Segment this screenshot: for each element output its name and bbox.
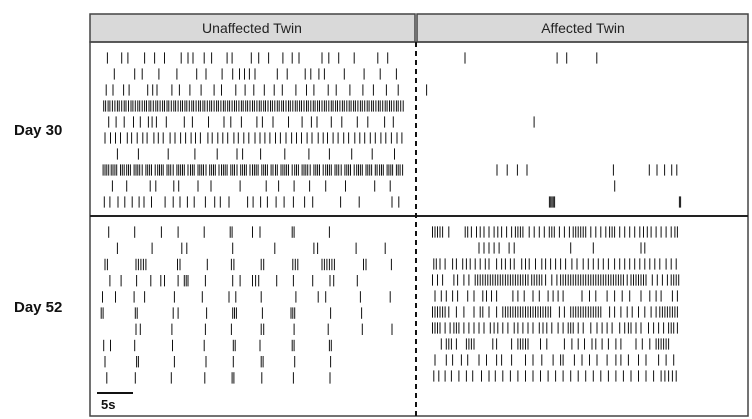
raster-panels [100,52,682,384]
raster-panel-unaffected-twin-day-30 [102,52,404,208]
row-label-day-52: Day 52 [14,299,62,316]
raster-panel-affected-twin-day-30 [426,52,682,208]
scale-bar: 5s [97,392,133,412]
scale-bar-label: 5s [101,397,115,412]
column-header-unaffected-box [89,13,416,43]
column-header-unaffected-label: Unaffected Twin [202,20,302,36]
raster-panel-affected-twin-day-52 [432,226,680,382]
column-header-affected-box [416,13,749,43]
raster-panel-unaffected-twin-day-52 [100,226,393,384]
column-header-unaffected: Unaffected Twin [89,13,416,43]
column-header-affected: Affected Twin [416,13,749,43]
column-header-affected-label: Affected Twin [541,20,625,36]
plot-frame [89,41,749,417]
row-label-day-30: Day 30 [14,122,62,139]
